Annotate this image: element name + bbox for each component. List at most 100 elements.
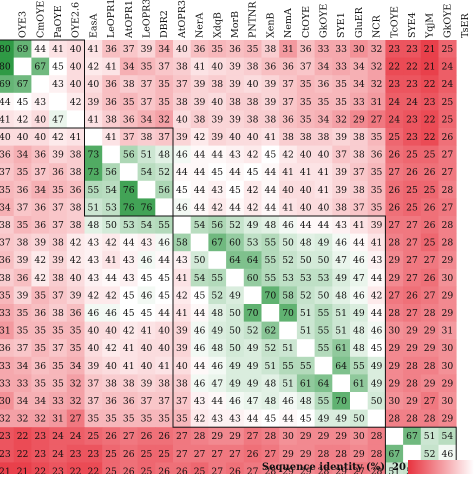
heatmap-cell — [102, 110, 121, 129]
cell-value: 45 — [194, 290, 206, 301]
cell-value: 46 — [282, 220, 294, 231]
heatmap-cell — [367, 444, 386, 463]
cell-value: 53 — [318, 273, 330, 284]
cell-value: 31 — [0, 326, 11, 337]
heatmap-cell — [173, 92, 192, 111]
heatmap-cell — [350, 92, 369, 111]
heatmap-cell — [31, 251, 50, 270]
heatmap-cell — [385, 304, 404, 322]
heatmap-cell — [314, 251, 333, 270]
heatmap-cell — [13, 180, 32, 199]
heatmap-cell — [279, 374, 298, 393]
cell-value: 35 — [52, 185, 64, 196]
cell-value: 52 — [247, 326, 259, 337]
heatmap-cell — [0, 444, 15, 463]
cell-value: 42 — [87, 290, 99, 301]
heatmap-cell — [420, 40, 439, 58]
cell-value: 27 — [211, 449, 223, 460]
cell-value: 80 — [0, 44, 11, 55]
heatmap-cell — [296, 268, 315, 287]
heatmap-cell — [226, 286, 245, 305]
cell-value: 56 — [211, 220, 223, 231]
cell-value: 55 — [264, 255, 276, 266]
cell-value: 43 — [87, 238, 99, 249]
cell-value: 42 — [52, 132, 64, 143]
heatmap-cell — [438, 110, 457, 129]
heatmap-cell — [173, 180, 192, 199]
heatmap-cell — [31, 356, 50, 375]
cell-value: 35 — [123, 97, 135, 108]
cell-value: 56 — [123, 150, 135, 161]
cell-value: 49 — [335, 414, 347, 425]
cell-value: 39 — [87, 361, 99, 372]
cell-value: 36 — [105, 79, 117, 90]
heatmap-cell — [190, 145, 209, 164]
heatmap-cell — [314, 286, 333, 305]
cell-value: 42 — [105, 343, 117, 354]
heatmap-cell — [385, 286, 404, 305]
heatmap-cell — [403, 374, 422, 393]
cell-value: 46 — [211, 361, 223, 372]
heatmap-cell — [420, 356, 439, 375]
cell-value: 27 — [123, 431, 135, 442]
heatmap-cell — [243, 198, 262, 217]
cell-value: 36 — [0, 150, 11, 161]
cell-value: 42 — [70, 97, 82, 108]
heatmap-cell — [332, 75, 351, 94]
cell-value: 22 — [17, 449, 29, 460]
cell-value: 76 — [123, 185, 135, 196]
heatmap-cell — [155, 145, 174, 164]
heatmap-cell — [296, 427, 315, 446]
heatmap-cell — [367, 216, 386, 234]
cell-value: 48 — [353, 343, 365, 354]
heatmap-cell — [243, 128, 262, 146]
cell-value: 34 — [318, 114, 330, 125]
heatmap-cell — [84, 40, 103, 58]
cell-value: 38 — [123, 378, 135, 389]
cell-value: 43 — [123, 255, 135, 266]
cell-value: 35 — [247, 44, 259, 55]
heatmap-cell — [208, 268, 227, 287]
cell-value: 52 — [282, 255, 294, 266]
heatmap-cell — [261, 216, 280, 234]
cell-value: 28 — [371, 449, 383, 460]
heatmap-cell — [296, 339, 315, 358]
heatmap-cell — [208, 374, 227, 393]
heatmap-cell — [367, 268, 386, 287]
cell-value: 37 — [52, 202, 64, 213]
heatmap-cell — [0, 163, 15, 182]
cell-value: 27 — [371, 114, 383, 125]
cell-value: 39 — [17, 290, 29, 301]
legend-title: Sequence identity (%) — [262, 462, 385, 473]
heatmap-cell — [119, 216, 138, 234]
heatmap-cell — [279, 321, 298, 340]
heatmap-cell — [0, 233, 15, 252]
cell-value: 30 — [353, 44, 365, 55]
heatmap-cell — [420, 268, 439, 287]
cell-value: 41 — [158, 361, 170, 372]
heatmap-cell — [243, 444, 262, 463]
heatmap-cell — [84, 145, 103, 164]
cell-value: 29 — [353, 449, 365, 460]
heatmap-cell — [226, 92, 245, 111]
cell-value: 61 — [335, 343, 347, 354]
heatmap-cell — [243, 304, 262, 322]
cell-value: 73 — [87, 150, 99, 161]
heatmap-cell — [49, 427, 68, 446]
heatmap-cell — [350, 374, 369, 393]
cell-value: 43 — [123, 273, 135, 284]
cell-value: 26 — [406, 167, 418, 178]
heatmap-cell — [155, 233, 174, 252]
heatmap-cell — [403, 40, 422, 58]
cell-value: 46 — [194, 326, 206, 337]
cell-value: 70 — [335, 396, 347, 407]
heatmap-cell — [243, 251, 262, 270]
heatmap-cell — [279, 57, 298, 76]
cell-value: 27 — [229, 449, 241, 460]
heatmap-cell — [137, 216, 156, 234]
cell-value: 28 — [424, 361, 436, 372]
heatmap-cell — [332, 304, 351, 322]
heatmap-cell — [49, 444, 68, 463]
cell-value: 49 — [247, 361, 259, 372]
heatmap-cell — [296, 75, 315, 94]
